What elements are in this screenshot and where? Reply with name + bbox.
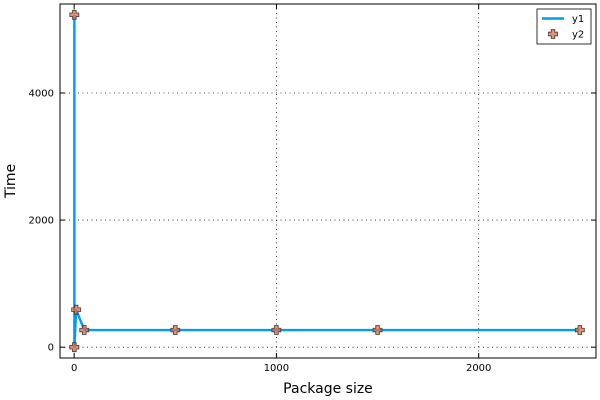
y-tick-label: 4000 <box>29 88 54 99</box>
series-point-y2 <box>79 325 90 335</box>
axis-ticks <box>60 4 596 358</box>
legend-label-y2: y2 <box>572 30 584 41</box>
series-line-y1 <box>73 14 580 349</box>
y-tick-label: 0 <box>48 343 54 354</box>
legend-swatch-y2 <box>548 29 558 39</box>
legend-label-y1: y1 <box>572 14 584 25</box>
series-point-y2 <box>69 342 80 353</box>
x-tick-label: 1000 <box>264 363 289 374</box>
series-point-y2 <box>170 325 181 335</box>
y-tick-label: 2000 <box>29 216 54 227</box>
series-point-y2 <box>69 9 80 20</box>
plot-frame <box>59 3 597 359</box>
x-tick-label: 2000 <box>466 363 491 374</box>
series-point-y2 <box>574 325 585 335</box>
legend-box <box>536 8 592 45</box>
x-tick-label: 0 <box>71 363 77 374</box>
series <box>69 9 585 353</box>
x-axis-label: Package size <box>283 381 373 397</box>
series-point-y2 <box>372 325 383 335</box>
series-point-y2 <box>271 325 282 335</box>
tick-labels: 0 1000 2000 0 2000 4000 <box>29 88 492 374</box>
series-point-y2 <box>71 304 82 315</box>
y-axis-label: Time <box>3 164 19 199</box>
